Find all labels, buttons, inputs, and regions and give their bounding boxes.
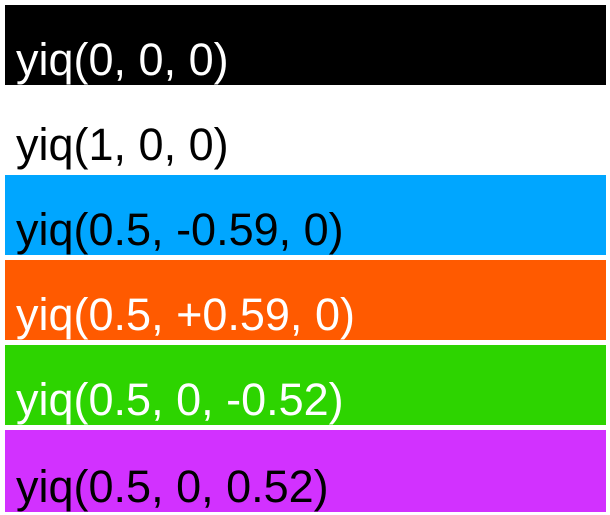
swatch-label: yiq(0, 0, 0) — [16, 34, 229, 85]
swatch-label: yiq(0.5, 0, 0.52) — [16, 461, 329, 512]
swatch-label: yiq(0.5, 0, -0.52) — [16, 374, 344, 425]
color-swatch-white: yiq(1, 0, 0) — [5, 90, 606, 170]
color-swatch-blue: yiq(0.5, -0.59, 0) — [5, 175, 606, 255]
color-swatch-green: yiq(0.5, 0, -0.52) — [5, 345, 606, 425]
color-swatch-purple: yiq(0.5, 0, 0.52) — [5, 430, 606, 512]
swatch-label: yiq(0.5, -0.59, 0) — [16, 204, 344, 255]
swatch-label: yiq(0.5, +0.59, 0) — [16, 289, 355, 340]
color-swatch-orange: yiq(0.5, +0.59, 0) — [5, 260, 606, 340]
color-swatch-black: yiq(0, 0, 0) — [5, 5, 606, 85]
swatch-label: yiq(1, 0, 0) — [16, 119, 229, 170]
